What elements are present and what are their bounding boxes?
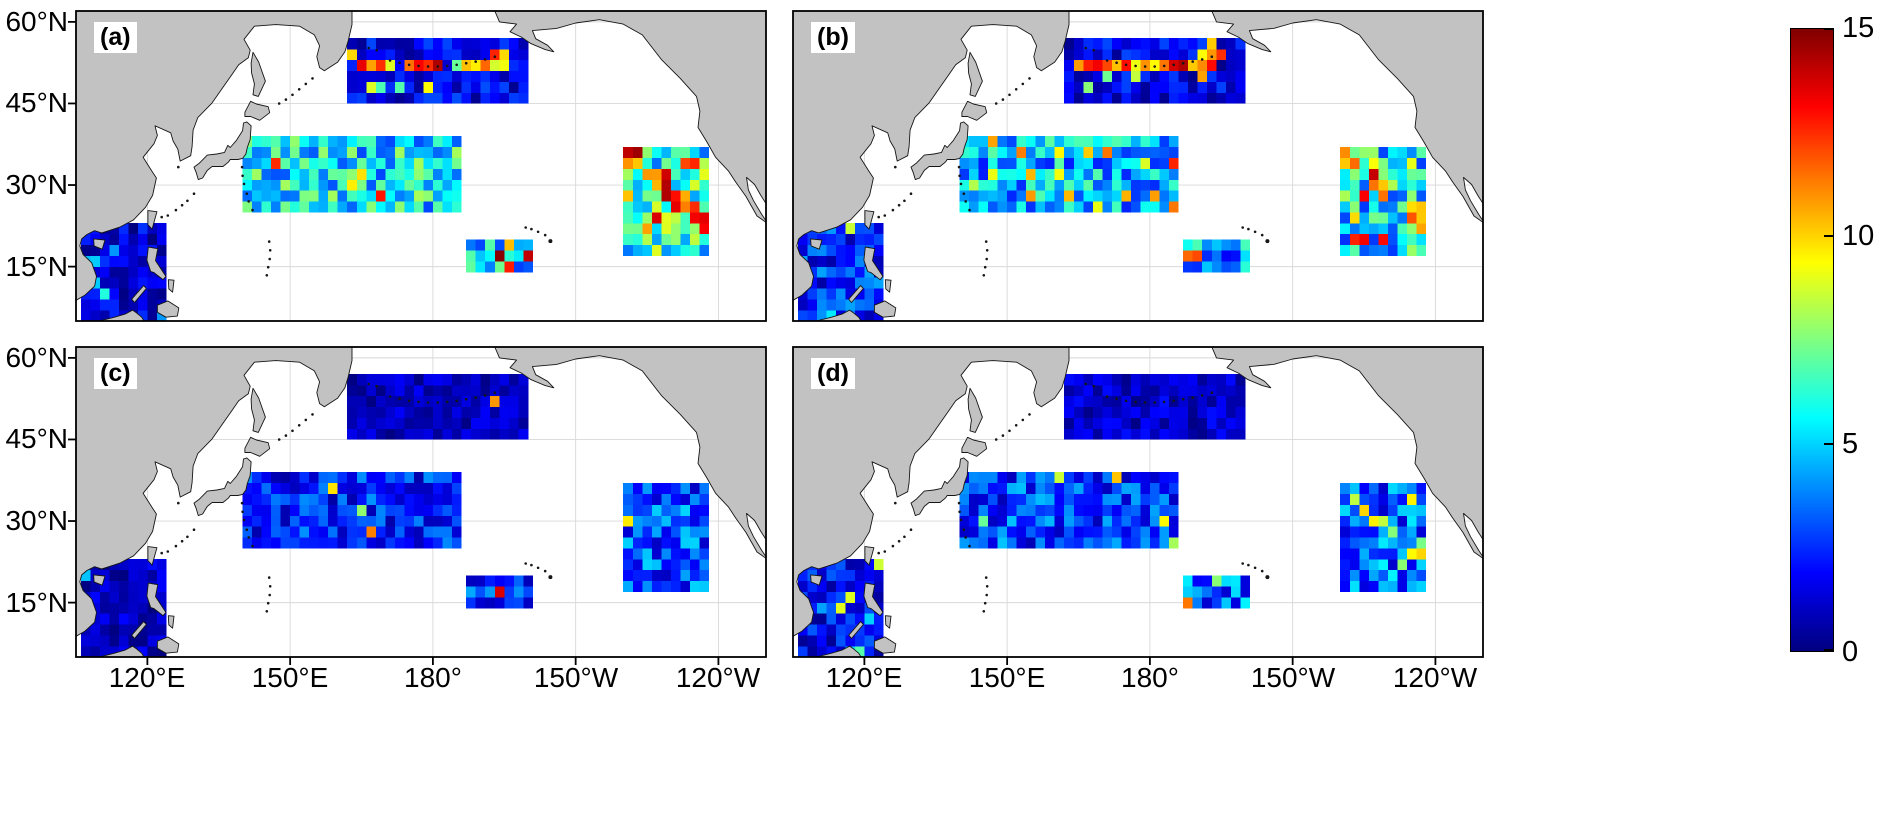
lat-tick-15n-row1: 15°N <box>5 251 68 282</box>
colorbar-label-5: 5 <box>1842 428 1859 460</box>
lon-tick-120w-c: 120°W <box>675 662 761 693</box>
panel-label-b: (b) <box>811 22 855 53</box>
map-panel-b <box>792 10 1484 322</box>
map-panel-a <box>68 10 767 322</box>
lon-tick-180-d: 180° <box>1121 662 1179 693</box>
map-panel-d-container <box>792 346 1484 665</box>
colorbar-tick-15 <box>1824 28 1833 30</box>
lon-tick-150e-c: 150°E <box>251 662 329 693</box>
lat-tick-30n-row2: 30°N <box>5 505 68 536</box>
lat-tick-30n-row1: 30°N <box>5 169 68 200</box>
lon-tick-120w-d: 120°W <box>1392 662 1478 693</box>
map-panel-c-container <box>68 346 767 665</box>
lat-tick-15n-row2: 15°N <box>5 587 68 618</box>
colorbar-tick-5 <box>1824 443 1833 445</box>
colorbar-tick-0 <box>1824 649 1833 651</box>
lat-tick-45n-row2: 45°N <box>5 423 68 454</box>
colorbar-gradient <box>1791 29 1833 651</box>
lon-tick-150w-d: 150°W <box>1250 662 1336 693</box>
map-panel-d <box>792 346 1484 665</box>
colorbar-tick-10 <box>1824 235 1833 237</box>
lon-tick-150w-c: 150°W <box>533 662 619 693</box>
lon-tick-120e-d: 120°E <box>825 662 903 693</box>
map-panel-c <box>68 346 767 665</box>
colorbar-label-15: 15 <box>1842 12 1875 44</box>
panel-label-a: (a) <box>94 22 137 53</box>
panel-label-d: (d) <box>811 358 855 389</box>
lat-tick-60n-row1: 60°N <box>5 6 68 37</box>
map-panel-a-container <box>68 10 767 322</box>
lon-tick-180-c: 180° <box>404 662 462 693</box>
colorbar-label-10: 10 <box>1842 220 1875 252</box>
lon-tick-150e-d: 150°E <box>968 662 1046 693</box>
panel-label-c: (c) <box>94 358 137 389</box>
lat-tick-45n-row1: 45°N <box>5 87 68 118</box>
lat-tick-60n-row2: 60°N <box>5 342 68 373</box>
colorbar <box>1790 28 1834 652</box>
map-panel-b-container <box>792 10 1484 322</box>
colorbar-label-0: 0 <box>1842 636 1859 668</box>
lon-tick-120e-c: 120°E <box>108 662 186 693</box>
